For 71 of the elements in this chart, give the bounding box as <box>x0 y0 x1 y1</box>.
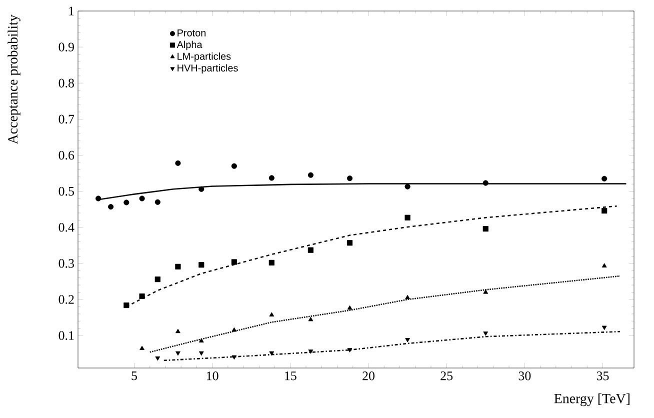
point <box>347 348 352 352</box>
point <box>231 259 237 265</box>
y-tick-label: 0.7 <box>58 114 74 124</box>
point <box>404 214 410 220</box>
point <box>602 263 607 268</box>
y-tick-label: 0.8 <box>58 78 74 88</box>
point <box>346 176 353 182</box>
y-tick-label: 1 <box>69 6 74 16</box>
point <box>483 289 488 294</box>
y-tick-label: 0.1 <box>58 331 74 340</box>
point <box>175 264 181 270</box>
point <box>154 276 160 282</box>
point <box>346 240 353 246</box>
x-tick-label: 25 <box>440 372 453 380</box>
point <box>404 184 410 190</box>
point <box>124 200 130 206</box>
point <box>483 332 488 336</box>
x-tick-label: 30 <box>518 372 531 380</box>
point <box>232 327 237 332</box>
point <box>347 305 352 310</box>
point <box>139 293 145 300</box>
point <box>602 176 608 182</box>
point <box>482 180 488 186</box>
x-axis-title: Energy [TeV] <box>554 393 630 406</box>
point <box>308 247 314 253</box>
point <box>176 351 180 356</box>
point <box>124 302 130 308</box>
line-series <box>163 330 621 362</box>
y-tick-label: 0.4 <box>58 222 74 232</box>
point <box>602 208 608 214</box>
x-tick-label: 10 <box>206 372 218 380</box>
legend-label: Proton <box>178 29 206 36</box>
point <box>154 199 160 205</box>
point <box>139 196 145 202</box>
point <box>175 160 181 166</box>
point <box>198 186 204 192</box>
point <box>308 316 314 322</box>
x-tick-label: 35 <box>596 372 609 380</box>
point <box>232 355 237 360</box>
line-series <box>149 275 621 353</box>
point <box>140 346 144 350</box>
y-tick-label: 0.5 <box>58 186 74 196</box>
point <box>308 350 314 354</box>
point <box>198 338 204 342</box>
y-tick-label: 0.3 <box>58 259 74 268</box>
y-tick-label: 0.2 <box>58 295 74 304</box>
y-tick-label: 0.9 <box>58 42 74 52</box>
point <box>268 175 274 181</box>
y-tick-label: 0.6 <box>58 150 74 160</box>
point <box>482 226 488 232</box>
x-tick-label: 20 <box>362 372 374 380</box>
point <box>198 351 204 356</box>
x-tick-label: 5 <box>132 372 137 380</box>
y-axis-title: Acceptance probability <box>8 14 20 144</box>
legend-label: Alpha <box>176 40 202 50</box>
point <box>269 312 274 316</box>
point <box>269 351 274 356</box>
point <box>231 163 237 169</box>
point <box>405 338 410 342</box>
point <box>96 196 102 202</box>
point <box>108 204 114 210</box>
point <box>155 356 160 361</box>
legend-label: HVH-particles <box>178 64 238 74</box>
point <box>198 262 204 268</box>
x-tick-label: 15 <box>285 372 296 380</box>
legend-label: LM-particles <box>178 52 231 62</box>
point <box>176 328 180 334</box>
point <box>602 326 607 330</box>
point <box>405 294 410 300</box>
point <box>308 172 314 178</box>
point <box>268 260 274 266</box>
